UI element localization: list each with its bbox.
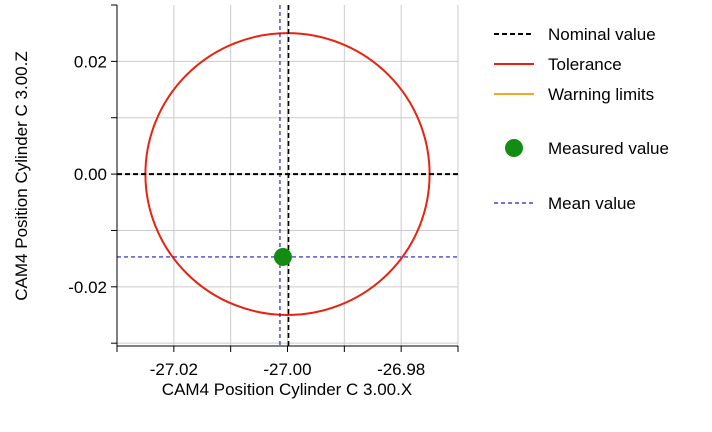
legend-label-tolerance: Tolerance	[548, 55, 622, 74]
x-axis-label: CAM4 Position Cylinder C 3.00.X	[162, 380, 412, 399]
y-axis-label: CAM4 Position Cylinder C 3.00.Z	[12, 51, 31, 300]
y-tick-label: 0.00	[74, 165, 107, 184]
legend-label-warning: Warning limits	[548, 85, 654, 104]
legend: Nominal value Tolerance Warning limits Meas…	[494, 25, 669, 213]
y-tick-label: 0.02	[74, 52, 107, 71]
x-tick-label: -27.00	[263, 360, 311, 379]
measured-point	[273, 247, 292, 266]
axes: -27.02 -27.00 -26.98 -0.02 0.00 0.02	[68, 4, 459, 379]
y-tick-label: -0.02	[68, 278, 107, 297]
legend-label-nominal: Nominal value	[548, 25, 656, 44]
legend-label-mean: Mean value	[548, 194, 636, 213]
grid	[117, 5, 459, 346]
x-tick-label: -27.02	[150, 360, 198, 379]
legend-label-measured: Measured value	[548, 139, 669, 158]
x-tick-label: -26.98	[377, 360, 425, 379]
legend-marker-measured	[505, 139, 523, 157]
plot-area	[117, 5, 458, 346]
